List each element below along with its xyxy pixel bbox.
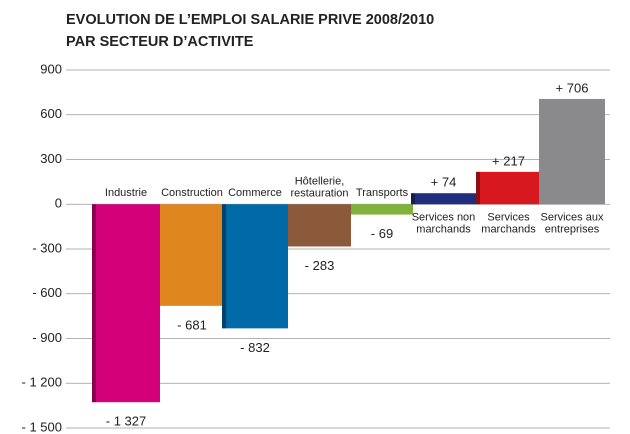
x-tick-label: Hôtellerie, restauration bbox=[290, 175, 348, 199]
value-label: - 69 bbox=[371, 226, 393, 241]
value-label: + 217 bbox=[492, 153, 525, 168]
value-label: + 74 bbox=[431, 175, 457, 190]
y-tick-label: - 600 bbox=[32, 285, 62, 300]
bar bbox=[351, 204, 413, 215]
bar bbox=[222, 204, 288, 329]
bar bbox=[160, 204, 224, 306]
x-tick-label: Construction bbox=[161, 187, 223, 199]
bar bbox=[92, 204, 160, 403]
bar bbox=[476, 171, 541, 205]
chart-title: PAR SECTEUR D’ACTIVITE bbox=[66, 34, 254, 50]
value-label: - 1 327 bbox=[106, 414, 146, 429]
y-tick-label: 900 bbox=[40, 61, 62, 76]
chart-title: EVOLUTION DE L’EMPLOI SALARIE PRIVE 2008… bbox=[66, 12, 434, 28]
y-tick-label: - 300 bbox=[32, 240, 62, 255]
bar bbox=[539, 98, 605, 205]
x-tick-label: Services marchands bbox=[481, 211, 536, 235]
bar bbox=[411, 193, 476, 205]
y-tick-label: 600 bbox=[40, 106, 62, 121]
x-tick-label: Services aux entreprises bbox=[541, 211, 604, 235]
y-tick-label: 300 bbox=[40, 151, 62, 166]
x-tick-label: Commerce bbox=[228, 187, 282, 199]
x-tick-label: Industrie bbox=[105, 187, 147, 199]
bar bbox=[288, 204, 351, 247]
y-tick-label: - 1 500 bbox=[22, 419, 62, 434]
value-label: + 706 bbox=[556, 80, 589, 95]
value-label: - 681 bbox=[177, 317, 207, 332]
bar-edge bbox=[411, 193, 415, 205]
y-tick-label: - 900 bbox=[32, 330, 62, 345]
bar-edge bbox=[92, 204, 96, 403]
y-tick-label: 0 bbox=[55, 196, 62, 211]
value-label: - 832 bbox=[240, 340, 270, 355]
x-tick-label: Services non marchands bbox=[412, 211, 476, 235]
x-tick-label: Transports bbox=[356, 187, 409, 199]
bar-edge bbox=[222, 204, 226, 329]
bar-edge bbox=[476, 171, 480, 205]
y-tick-label: - 1 200 bbox=[22, 375, 62, 390]
value-label: - 283 bbox=[305, 258, 335, 273]
